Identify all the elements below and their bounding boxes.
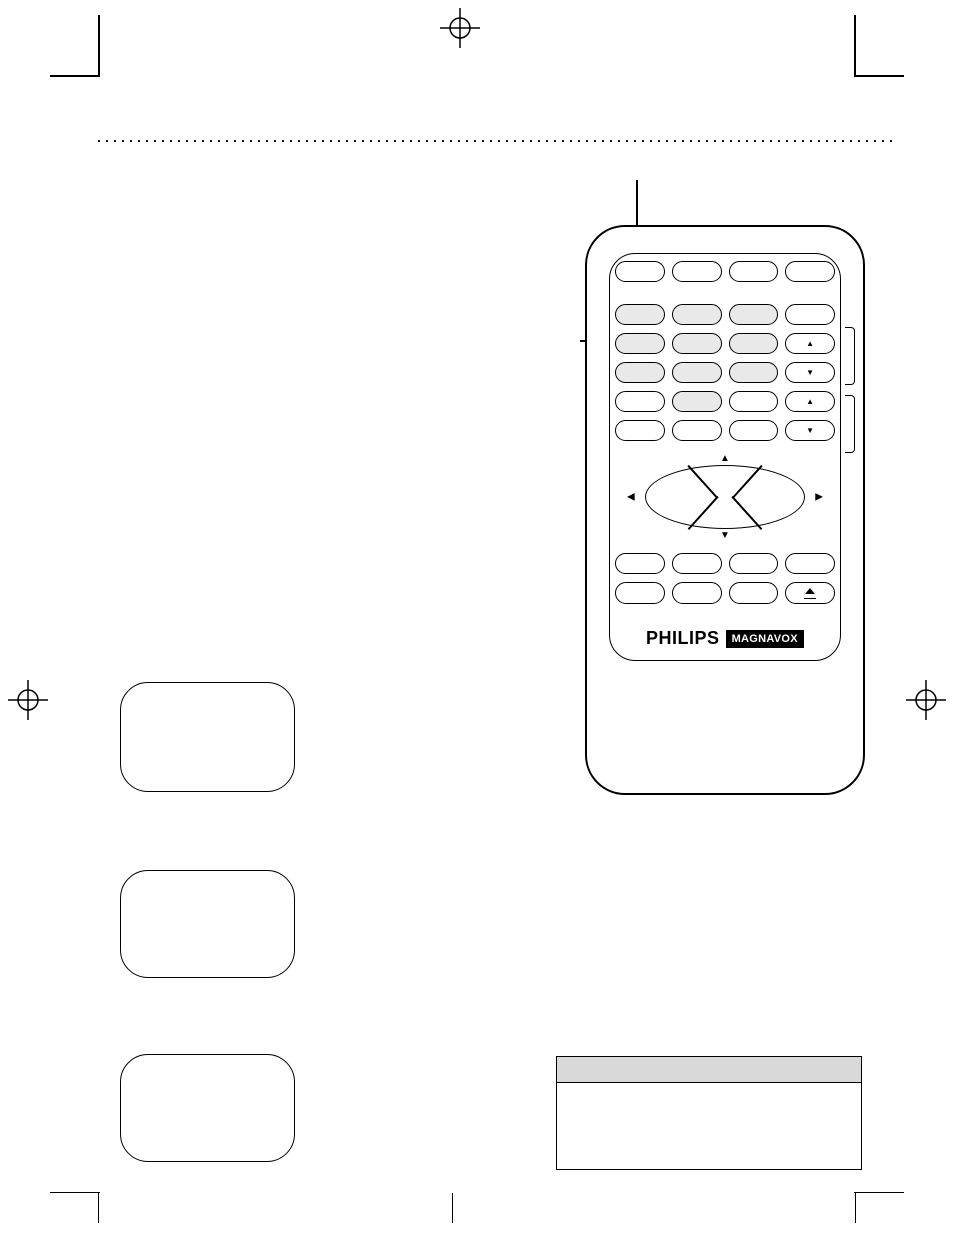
dotted-rule	[95, 140, 894, 142]
remote-arrow-up-button	[785, 333, 835, 354]
remote-button	[672, 420, 722, 441]
step-box-2	[120, 870, 295, 978]
remote-brand-row: PHILIPS MAGNAVOX	[601, 628, 849, 649]
remote-number-button	[672, 333, 722, 354]
dpad-right-icon: ▶	[815, 492, 823, 503]
remote-button	[729, 391, 779, 412]
remote-arrow-up-button	[785, 391, 835, 412]
remote-number-button	[672, 304, 722, 325]
remote-button	[729, 420, 779, 441]
remote-keypad-bottom	[601, 549, 849, 608]
remote-button	[729, 582, 779, 604]
remote-dpad: ▲ ▼ ◀ ▶	[621, 451, 829, 543]
memo-box-header	[557, 1057, 861, 1083]
remote-keypad-top	[601, 245, 849, 445]
remote-button	[615, 391, 665, 412]
brand-primary: PHILIPS	[646, 628, 720, 649]
remote-arrow-down-button	[785, 362, 835, 383]
remote-eject-button	[785, 582, 835, 604]
registration-mark-right	[906, 680, 946, 720]
step-box-3	[120, 1054, 295, 1162]
remote-button	[729, 553, 779, 574]
remote-arrow-down-button	[785, 420, 835, 441]
brand-secondary: MAGNAVOX	[726, 630, 804, 648]
remote-button	[672, 261, 722, 282]
remote-number-button	[672, 391, 722, 412]
remote-number-button	[615, 333, 665, 354]
dpad-up-icon: ▲	[720, 453, 730, 464]
crop-mark	[854, 75, 904, 77]
crop-mark	[50, 1192, 100, 1193]
remote-number-button	[615, 362, 665, 383]
remote-control-illustration: ▲ ▼ ◀ ▶ PHILIPS MAGNAVOX	[585, 225, 865, 795]
remote-button	[615, 553, 665, 574]
remote-button	[785, 261, 835, 282]
crop-mark	[50, 75, 100, 77]
remote-button	[615, 420, 665, 441]
remote-button	[785, 304, 835, 325]
remote-button	[615, 582, 665, 604]
remote-button	[729, 261, 779, 282]
registration-mark-left	[8, 680, 48, 720]
crop-mark	[854, 15, 856, 75]
remote-number-button	[729, 362, 779, 383]
step-box-1	[120, 682, 295, 792]
crop-mark	[854, 1192, 904, 1193]
crop-mark	[452, 1193, 453, 1223]
remote-button	[672, 582, 722, 604]
remote-button	[785, 553, 835, 574]
crop-mark	[855, 1193, 856, 1223]
remote-button	[672, 553, 722, 574]
registration-mark-top	[440, 8, 480, 48]
remote-number-button	[672, 362, 722, 383]
crop-mark	[98, 1193, 99, 1223]
dpad-left-icon: ◀	[627, 492, 635, 503]
remote-button	[615, 261, 665, 282]
crop-mark	[98, 15, 100, 75]
dpad-down-icon: ▼	[720, 530, 730, 541]
remote-number-button	[615, 304, 665, 325]
remote-number-button	[729, 304, 779, 325]
memo-box	[556, 1056, 862, 1170]
remote-number-button	[729, 333, 779, 354]
